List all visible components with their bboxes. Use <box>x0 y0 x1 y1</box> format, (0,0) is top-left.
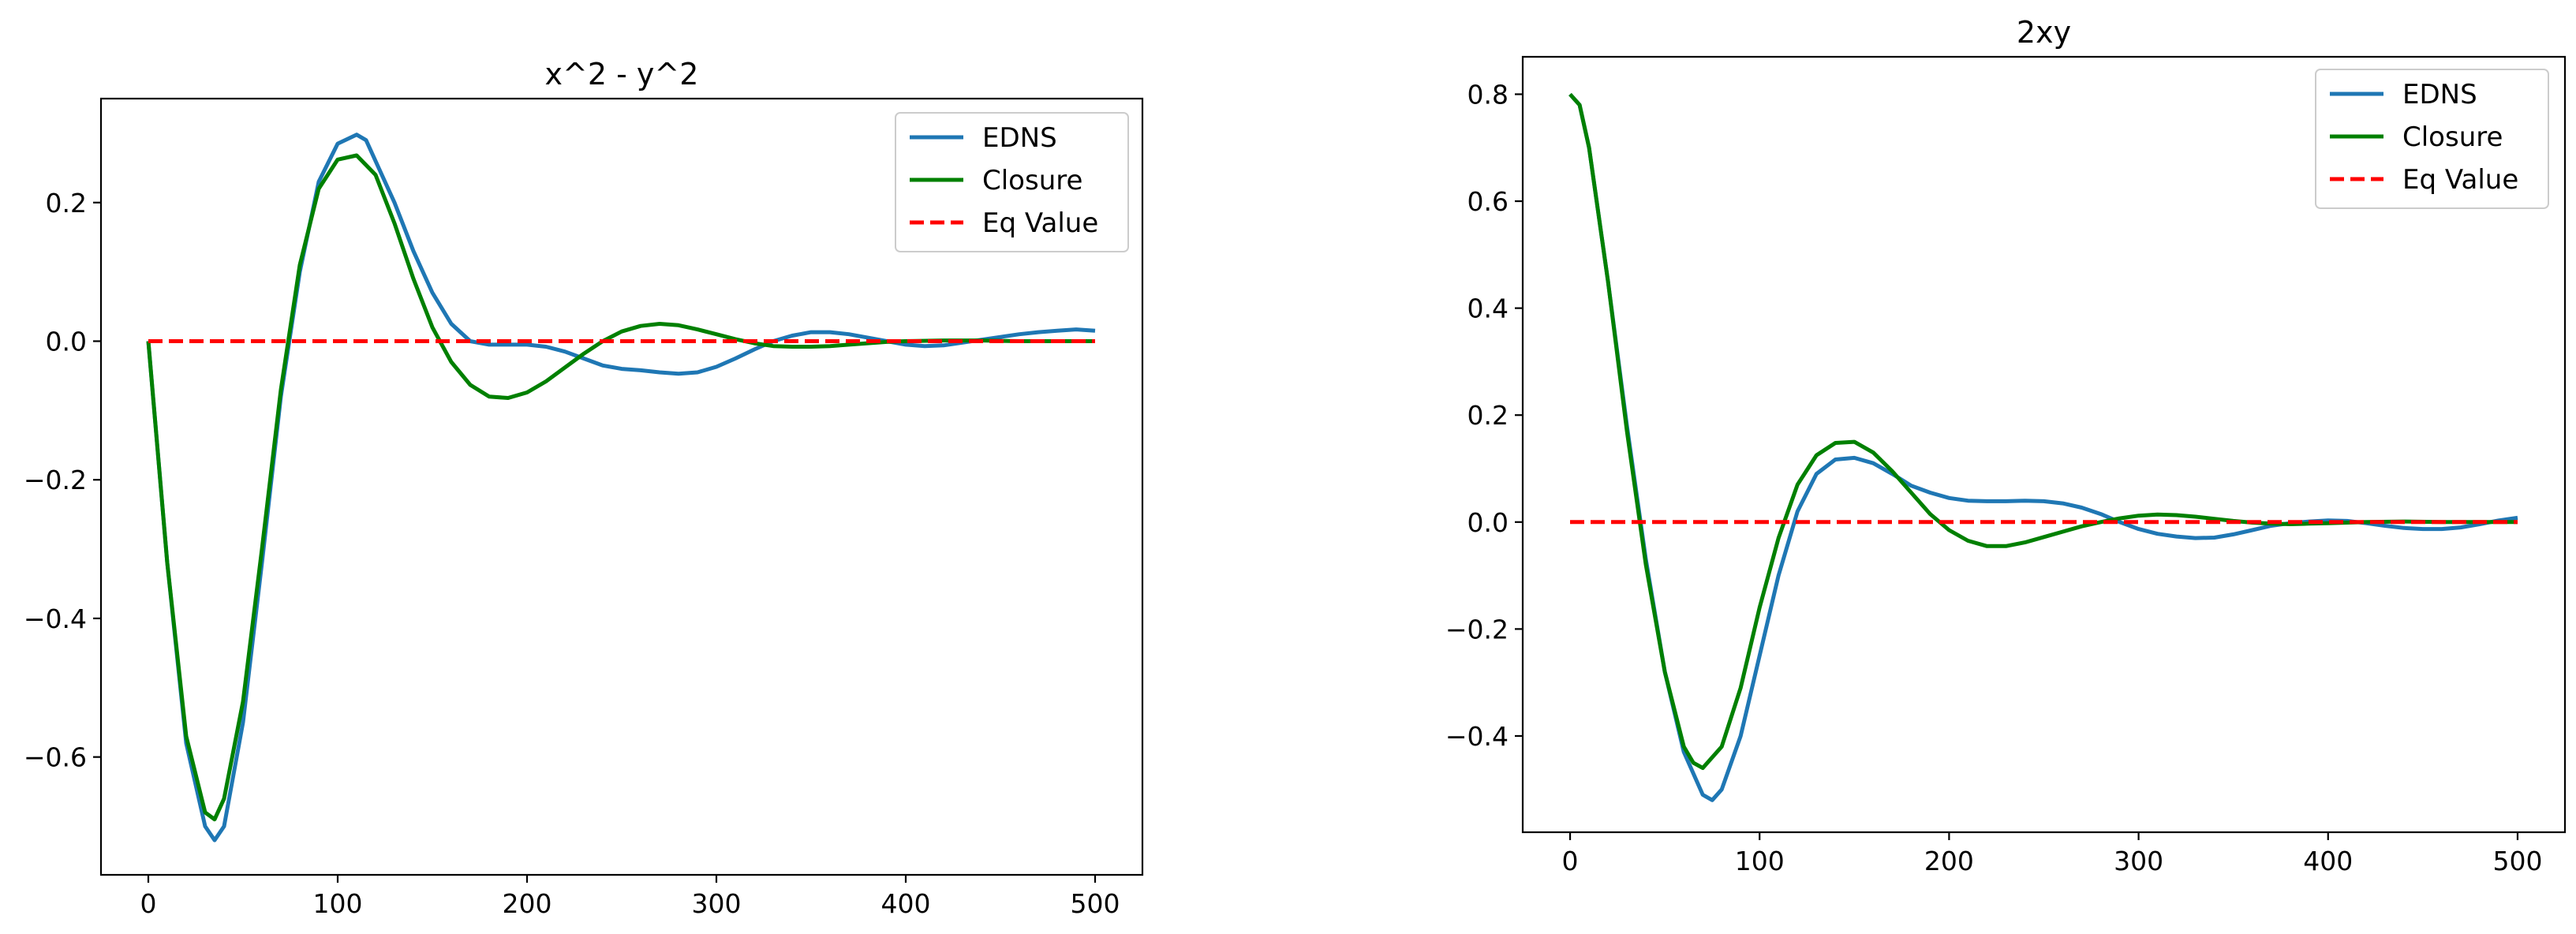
right-y-tick-label: 0.2 <box>1467 400 1509 431</box>
left-x-tick-label: 500 <box>1071 888 1120 919</box>
right-y-tick-label: 0.6 <box>1467 186 1509 217</box>
right-y-tick-label: 0.8 <box>1467 79 1509 110</box>
left-x-tick-label: 100 <box>313 888 363 919</box>
left-x-tick-label: 400 <box>881 888 931 919</box>
left-y-tick-label: −0.2 <box>24 465 87 495</box>
right-x-tick-label: 0 <box>1562 846 1579 876</box>
right-legend-label-closure: Closure <box>2402 121 2503 153</box>
right-y-tick-label: 0.4 <box>1467 293 1509 324</box>
right-x-tick-label: 400 <box>2303 846 2353 876</box>
left-legend-label-edns: EDNS <box>982 122 1057 154</box>
left-y-tick-label: −0.6 <box>24 742 87 773</box>
chart-panel-right: 2xy 0 100 200 300 400 500 0.8 0.6 0.4 0.2 0.0 −0.2 −0… <box>1445 15 2567 876</box>
left-legend-box <box>895 112 1129 252</box>
right-x-tick-label: 100 <box>1735 846 1785 876</box>
right-legend: EDNS Closure Eq Value <box>2315 69 2549 209</box>
left-series-closure-line <box>146 153 1095 822</box>
left-y-tick-label: 0.2 <box>46 188 87 219</box>
left-legend-label-closure: Closure <box>982 165 1082 196</box>
left-y-tick-label: 0.0 <box>46 327 87 357</box>
left-legend: EDNS Closure Eq Value <box>895 112 1129 252</box>
right-chart-title: 2xy <box>2017 15 2071 50</box>
right-legend-label-eq-value: Eq Value <box>2402 164 2518 196</box>
right-legend-box <box>2315 69 2549 209</box>
left-chart-title: x^2 - y^2 <box>545 57 699 92</box>
right-y-tick-label: −0.4 <box>1445 721 1509 752</box>
left-x-tick-label: 300 <box>692 888 742 919</box>
chart-panel-left: x^2 - y^2 0 100 200 300 400 500 0.2 0.0 −0.2 −0.4 −… <box>24 57 1144 919</box>
left-y-tick-label: −0.4 <box>24 603 87 634</box>
right-x-tick-label: 300 <box>2114 846 2163 876</box>
right-plot-area <box>1568 92 2518 802</box>
left-legend-label-eq-value: Eq Value <box>982 207 1098 239</box>
right-x-tick-label: 500 <box>2492 846 2542 876</box>
right-x-tick-label: 200 <box>1924 846 1974 876</box>
right-y-tick-label: −0.2 <box>1445 614 1509 644</box>
right-legend-label-edns: EDNS <box>2402 79 2477 110</box>
left-plot-area <box>146 133 1096 842</box>
right-axes-frame <box>1521 55 2567 834</box>
left-x-tick-label: 0 <box>140 888 157 919</box>
left-axes-frame <box>99 97 1144 876</box>
left-x-tick-label: 200 <box>503 888 552 919</box>
right-y-tick-label: 0.0 <box>1467 507 1509 538</box>
